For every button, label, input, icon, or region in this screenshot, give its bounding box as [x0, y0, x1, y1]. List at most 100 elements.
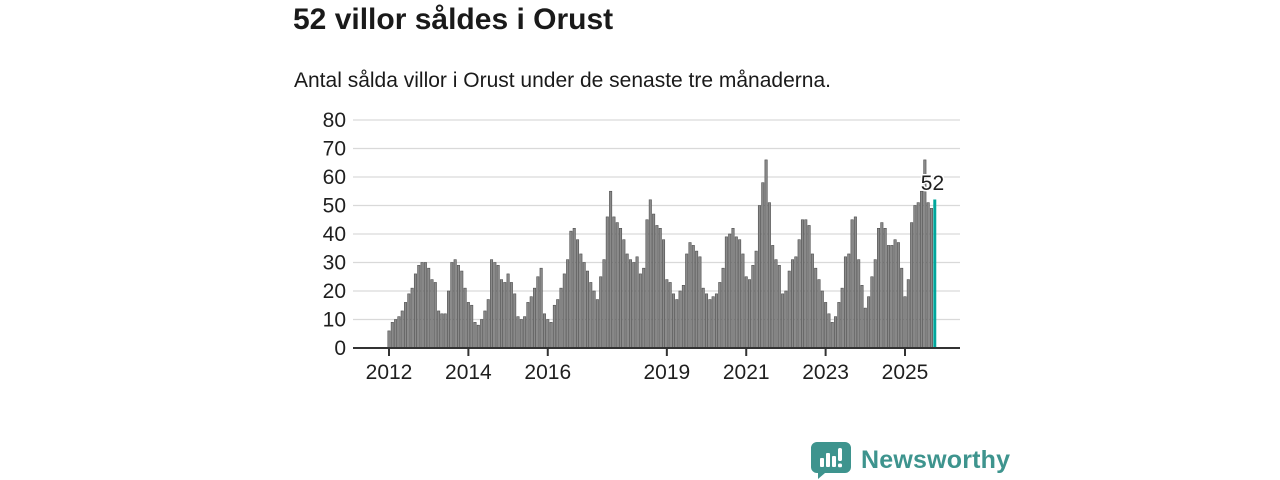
bar [913, 205, 917, 349]
bar [417, 265, 421, 349]
bar [595, 299, 599, 349]
bar [906, 279, 910, 349]
highlight-bar [933, 199, 937, 349]
bar [929, 208, 933, 349]
bar [536, 276, 540, 349]
x-tick-label: 2016 [524, 361, 571, 384]
bar [787, 270, 791, 349]
bar [612, 216, 616, 349]
bar [705, 293, 709, 349]
bar [834, 316, 838, 349]
x-tick-label: 2025 [882, 361, 929, 384]
x-tick-label: 2023 [802, 361, 849, 384]
bar [397, 316, 401, 349]
bar [460, 270, 464, 349]
bar [817, 279, 821, 349]
bar [638, 273, 642, 349]
bar [503, 282, 507, 349]
bar [519, 319, 523, 349]
bar [734, 236, 738, 349]
bar [652, 213, 656, 349]
bar [572, 228, 576, 349]
bar [625, 253, 629, 349]
bar [490, 259, 494, 349]
bar [463, 287, 467, 349]
bar [695, 250, 699, 349]
bar [718, 282, 722, 349]
bar [632, 262, 636, 349]
bar [506, 273, 510, 349]
bar [781, 293, 785, 349]
bar [804, 219, 808, 349]
bar [724, 236, 728, 349]
y-tick-label: 0 [334, 337, 346, 360]
bar [797, 239, 801, 349]
x-axis: 2012 2014 2016 2019 2021 2023 2025 [353, 347, 960, 384]
bar [592, 290, 596, 349]
bar [744, 276, 748, 349]
bar [681, 285, 685, 349]
bar [420, 262, 424, 349]
y-tick-label: 10 [323, 309, 346, 332]
bar [394, 319, 398, 349]
chart-subtitle: Antal sålda villor i Orust under de sena… [294, 69, 831, 92]
bar [456, 265, 460, 349]
bar [708, 299, 712, 349]
bar [576, 239, 580, 349]
y-tick-label: 30 [323, 252, 346, 275]
bar [774, 259, 778, 349]
bar [675, 299, 679, 349]
bar [893, 239, 897, 349]
bar [552, 304, 556, 349]
bar [784, 290, 788, 349]
bar [867, 296, 871, 349]
x-tick-label: 2021 [723, 361, 770, 384]
bar [582, 262, 586, 349]
bar [877, 228, 881, 349]
bar [903, 296, 907, 349]
y-tick-label: 20 [323, 280, 346, 303]
bar [635, 256, 639, 349]
bar [602, 259, 606, 349]
bar [665, 279, 669, 349]
bar [476, 324, 480, 349]
bar [728, 233, 732, 349]
bar [496, 265, 500, 349]
bar [671, 293, 675, 349]
bar [493, 262, 497, 349]
bar [579, 253, 583, 349]
bar [615, 222, 619, 349]
bar [767, 202, 771, 349]
bar [556, 299, 560, 349]
x-tick-label: 2014 [445, 361, 492, 384]
newsworthy-brand-link[interactable]: Newsworthy [810, 441, 1010, 479]
bar [430, 279, 434, 349]
bar [701, 287, 705, 349]
bar [860, 285, 864, 349]
bar [440, 313, 444, 349]
bar [685, 253, 689, 349]
bar [437, 310, 441, 349]
bar [668, 282, 672, 349]
bar [509, 282, 513, 349]
bar [883, 228, 887, 349]
bar [450, 262, 454, 349]
bar [599, 276, 603, 349]
bar [562, 273, 566, 349]
bar [810, 253, 814, 349]
bar-chart-canvas: 0 10 20 30 40 50 60 70 80 2012 2014 2016 2019 2021 202… [323, 109, 960, 384]
bar [658, 228, 662, 349]
bar [886, 245, 890, 349]
bar [566, 259, 570, 349]
bar [539, 267, 543, 349]
bar [761, 182, 765, 349]
bar [771, 245, 775, 349]
sales-bar-chart: 0 10 20 30 40 50 60 70 80 2012 2014 2016 2019 2021 202… [300, 105, 970, 390]
bar [387, 330, 391, 349]
bar [542, 313, 546, 349]
bar [926, 202, 930, 349]
bar [843, 256, 847, 349]
bar [714, 293, 718, 349]
bar [896, 242, 900, 349]
bar [529, 296, 533, 349]
